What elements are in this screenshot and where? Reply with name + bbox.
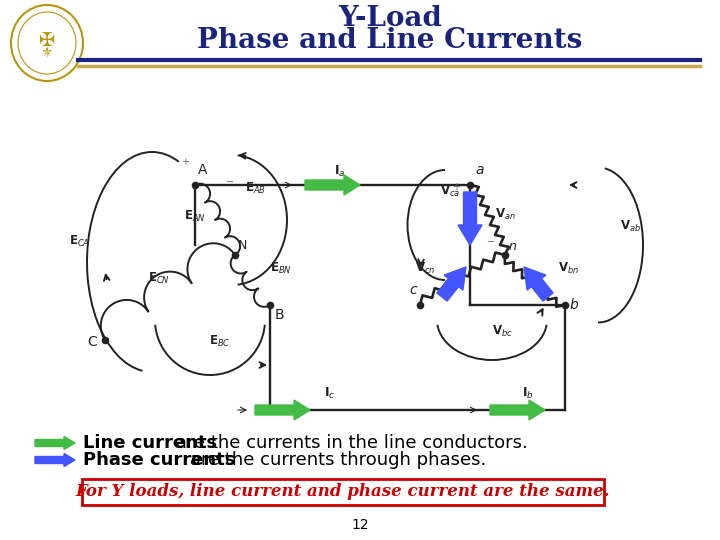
Text: For Y loads, line current and phase current are the same.: For Y loads, line current and phase curr… (76, 483, 611, 501)
Text: $\mathbf{I}_c$: $\mathbf{I}_c$ (324, 386, 336, 401)
Text: Y-Load: Y-Load (338, 4, 442, 31)
Text: ✠: ✠ (39, 31, 55, 51)
Text: $\mathbf{E}_{AN}$: $\mathbf{E}_{AN}$ (184, 209, 206, 224)
Text: Line currents: Line currents (83, 434, 217, 452)
Text: a: a (475, 163, 484, 177)
Text: +: + (452, 182, 460, 192)
FancyArrow shape (35, 436, 75, 449)
Text: $\mathbf{V}_{ab}$: $\mathbf{V}_{ab}$ (620, 219, 641, 234)
Text: −: − (226, 177, 234, 187)
Text: $\mathbf{V}_{cn}$: $\mathbf{V}_{cn}$ (415, 261, 435, 276)
FancyArrow shape (305, 175, 360, 195)
Text: $\mathbf{V}_{bc}$: $\mathbf{V}_{bc}$ (492, 324, 513, 339)
Text: are the currents through phases.: are the currents through phases. (184, 451, 486, 469)
Text: Phase and Line Currents: Phase and Line Currents (197, 26, 582, 53)
Text: A: A (198, 163, 207, 177)
Text: +: + (181, 157, 189, 167)
FancyBboxPatch shape (82, 479, 604, 505)
FancyArrow shape (458, 192, 482, 245)
FancyArrow shape (437, 267, 466, 301)
FancyArrow shape (255, 400, 310, 420)
Text: 12: 12 (351, 518, 369, 532)
Text: $\mathbf{E}_{AB}$: $\mathbf{E}_{AB}$ (245, 181, 266, 196)
Text: b: b (570, 298, 579, 312)
Text: $\mathbf{I}_a$: $\mathbf{I}_a$ (334, 164, 346, 179)
Text: ⚜: ⚜ (41, 46, 53, 60)
FancyArrow shape (35, 454, 75, 467)
FancyArrow shape (490, 400, 545, 420)
Text: B: B (275, 308, 284, 322)
Text: n: n (509, 240, 517, 253)
Text: $\mathbf{E}_{BN}$: $\mathbf{E}_{BN}$ (270, 261, 292, 276)
Text: are the currents in the line conductors.: are the currents in the line conductors. (170, 434, 528, 452)
Text: C: C (87, 335, 97, 349)
Text: $\mathbf{V}_{an}$: $\mathbf{V}_{an}$ (495, 207, 516, 222)
Text: −: − (487, 237, 495, 247)
Text: $\mathbf{E}_{CN}$: $\mathbf{E}_{CN}$ (148, 271, 170, 286)
Text: $\mathbf{E}_{BC}$: $\mathbf{E}_{BC}$ (210, 334, 231, 349)
Text: $\mathbf{I}_b$: $\mathbf{I}_b$ (522, 386, 534, 401)
FancyArrow shape (524, 267, 553, 301)
Text: $\mathbf{E}_{CA}$: $\mathbf{E}_{CA}$ (69, 234, 90, 249)
Text: $\mathbf{V}_{ca}$: $\mathbf{V}_{ca}$ (440, 184, 460, 199)
Text: Phase currents: Phase currents (83, 451, 235, 469)
Text: $\mathbf{V}_{bn}$: $\mathbf{V}_{bn}$ (558, 261, 579, 276)
Text: c: c (410, 283, 417, 297)
Text: N: N (238, 239, 248, 252)
